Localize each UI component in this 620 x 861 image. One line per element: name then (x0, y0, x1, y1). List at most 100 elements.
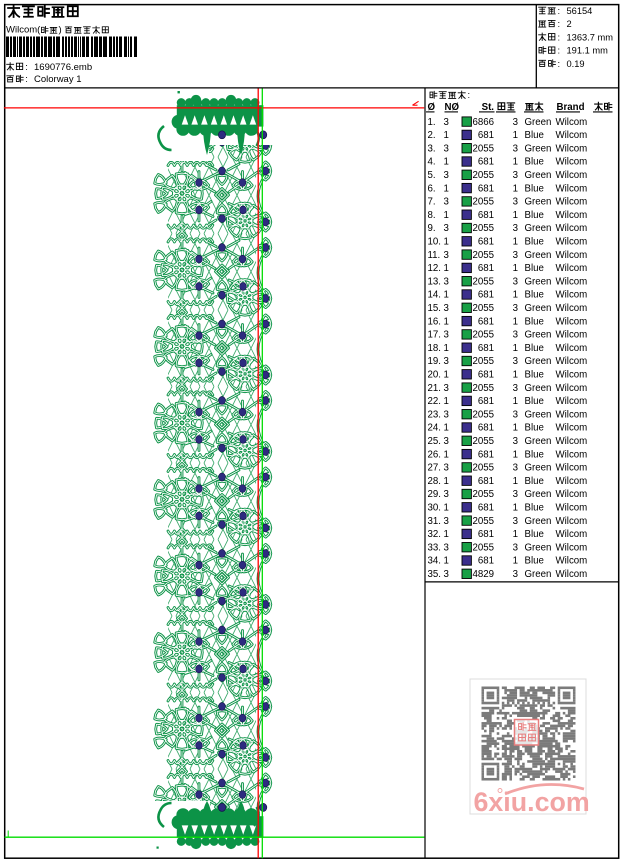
svg-text:Blue: Blue (525, 210, 544, 221)
svg-text:3: 3 (444, 356, 449, 367)
svg-text:Blue: Blue (525, 130, 544, 141)
svg-text:Blue: Blue (525, 556, 544, 567)
svg-text:3: 3 (444, 143, 449, 154)
svg-text:29.: 29. (428, 489, 441, 500)
svg-text:1: 1 (513, 237, 518, 248)
svg-text:Brand: Brand (557, 102, 585, 113)
svg-text:2055: 2055 (472, 330, 494, 341)
svg-text:Blue: Blue (525, 529, 544, 540)
svg-text:681: 681 (478, 396, 494, 407)
svg-text:681: 681 (478, 423, 494, 434)
svg-text:19.: 19. (428, 356, 441, 367)
svg-text:Wilcom: Wilcom (556, 396, 588, 407)
svg-text:2055: 2055 (472, 409, 494, 420)
svg-text:3: 3 (444, 489, 449, 500)
svg-text:3: 3 (513, 117, 518, 128)
svg-text:Green: Green (525, 542, 552, 553)
svg-text:1: 1 (513, 183, 518, 194)
svg-text:Wilcom: Wilcom (556, 223, 588, 234)
svg-text:3: 3 (513, 436, 518, 447)
svg-text:56154: 56154 (567, 6, 593, 16)
svg-text:1: 1 (513, 210, 518, 221)
svg-text:11.: 11. (428, 250, 441, 261)
svg-text:1: 1 (513, 423, 518, 434)
svg-text:3: 3 (513, 542, 518, 553)
svg-text:14.: 14. (428, 290, 441, 301)
svg-text:3: 3 (444, 276, 449, 287)
svg-text:1: 1 (513, 476, 518, 487)
svg-text:Colorway 1: Colorway 1 (34, 74, 82, 85)
svg-text:Green: Green (525, 569, 552, 580)
svg-text:3: 3 (513, 197, 518, 208)
svg-text:13.: 13. (428, 276, 441, 287)
svg-text:Blue: Blue (525, 343, 544, 354)
svg-text:Wilcom: Wilcom (556, 210, 588, 221)
svg-text:1: 1 (444, 529, 449, 540)
svg-text:191.1 mm: 191.1 mm (567, 46, 609, 56)
svg-text:Green: Green (525, 330, 552, 341)
svg-text:2055: 2055 (472, 383, 494, 394)
svg-text:1: 1 (513, 449, 518, 460)
svg-text:Wilcom: Wilcom (556, 276, 588, 287)
svg-text:Green: Green (525, 463, 552, 474)
svg-text:3: 3 (444, 516, 449, 527)
svg-text:Blue: Blue (525, 396, 544, 407)
svg-text:3: 3 (513, 569, 518, 580)
svg-text:3: 3 (513, 356, 518, 367)
svg-text:1: 1 (513, 503, 518, 514)
svg-text:681: 681 (478, 503, 494, 514)
svg-text:6.: 6. (428, 183, 436, 194)
svg-text:Wilcom: Wilcom (556, 183, 588, 194)
svg-text::: : (25, 62, 28, 73)
svg-text:3: 3 (513, 276, 518, 287)
svg-text:Green: Green (525, 223, 552, 234)
svg-text:Wilcom: Wilcom (556, 449, 588, 460)
svg-text:2055: 2055 (472, 463, 494, 474)
svg-text:2: 2 (567, 19, 572, 29)
svg-text:Wilcom: Wilcom (556, 436, 588, 447)
svg-text:2055: 2055 (472, 143, 494, 154)
svg-text:Wilcom: Wilcom (556, 409, 588, 420)
svg-text:Blue: Blue (525, 476, 544, 487)
svg-text:8.: 8. (428, 210, 436, 221)
svg-text:1: 1 (444, 157, 449, 168)
svg-text:3: 3 (513, 463, 518, 474)
svg-text:Wilcom: Wilcom (556, 170, 588, 181)
svg-text:21.: 21. (428, 383, 441, 394)
svg-text:2055: 2055 (472, 542, 494, 553)
svg-text:1: 1 (444, 316, 449, 327)
svg-text:3.: 3. (428, 143, 436, 154)
svg-text:15.: 15. (428, 303, 441, 314)
svg-text:32.: 32. (428, 529, 441, 540)
svg-text:2055: 2055 (472, 356, 494, 367)
svg-text:2055: 2055 (472, 170, 494, 181)
svg-text:Wilcom: Wilcom (556, 237, 588, 248)
svg-text:1: 1 (513, 529, 518, 540)
svg-text:Blue: Blue (525, 183, 544, 194)
svg-text:Wilcom: Wilcom (556, 143, 588, 154)
svg-text:2055: 2055 (472, 197, 494, 208)
svg-text:1363.7 mm: 1363.7 mm (567, 32, 614, 42)
svg-text:1.: 1. (428, 117, 436, 128)
svg-text::: : (558, 19, 561, 29)
svg-text:Wilcom: Wilcom (556, 250, 588, 261)
svg-text:3: 3 (513, 170, 518, 181)
svg-text:31.: 31. (428, 516, 441, 527)
svg-text:4829: 4829 (472, 569, 494, 580)
svg-text:3: 3 (444, 569, 449, 580)
svg-text:Wilcom: Wilcom (556, 356, 588, 367)
svg-text:1: 1 (444, 343, 449, 354)
svg-text:Wilcom: Wilcom (556, 516, 588, 527)
svg-text:Wilcom: Wilcom (556, 423, 588, 434)
svg-text:1: 1 (444, 130, 449, 141)
svg-text:3: 3 (444, 463, 449, 474)
svg-text:Green: Green (525, 436, 552, 447)
svg-text:3: 3 (444, 409, 449, 420)
svg-text:3: 3 (444, 250, 449, 261)
svg-text:26.: 26. (428, 449, 441, 460)
svg-text:3: 3 (444, 383, 449, 394)
svg-text:681: 681 (478, 529, 494, 540)
svg-text:681: 681 (478, 449, 494, 460)
svg-text:25.: 25. (428, 436, 441, 447)
svg-text:3: 3 (513, 383, 518, 394)
